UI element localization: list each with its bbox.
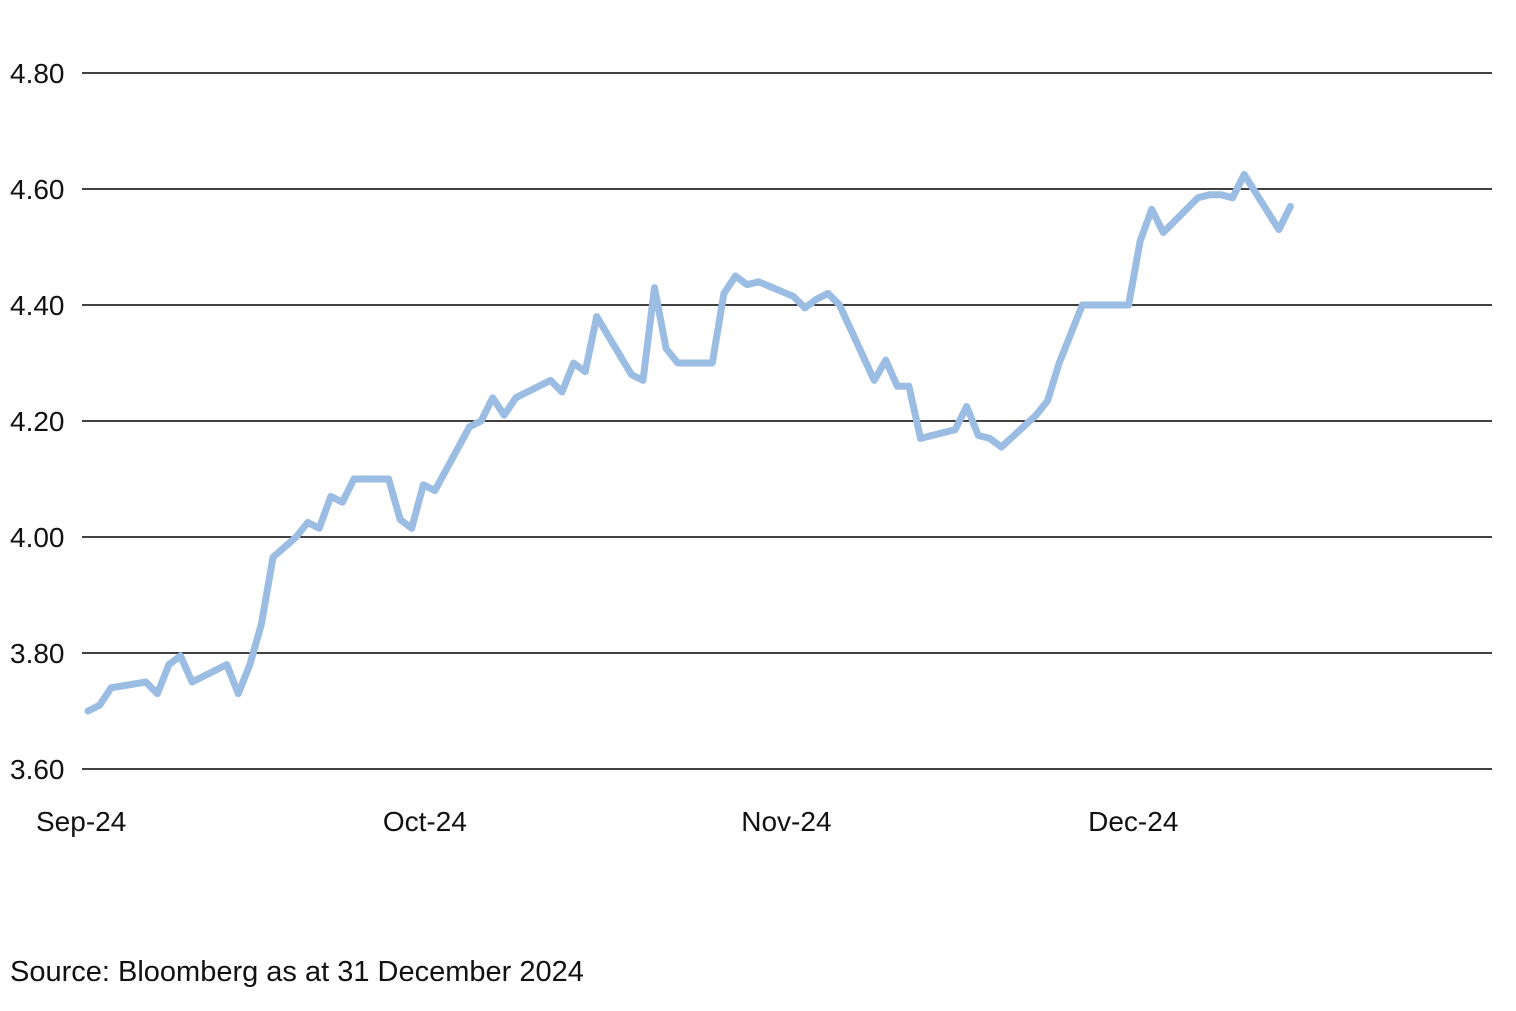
y-tick-label: 4.80: [10, 58, 65, 89]
series-line: [84, 171, 1294, 715]
y-tick-label: 4.00: [10, 522, 65, 553]
x-tick-label: Dec-24: [1088, 806, 1178, 837]
x-axis-tick-labels: Sep-24 Oct-24 Nov-24 Dec-24: [36, 806, 1178, 837]
y-tick-label: 4.60: [10, 174, 65, 205]
gridlines: [82, 72, 1492, 770]
y-tick-label: 3.60: [10, 754, 65, 785]
y-tick-label: 4.40: [10, 290, 65, 321]
y-axis-tick-labels: 3.60 3.80 4.00 4.20 4.40 4.60 4.80: [10, 58, 65, 785]
y-tick-label: 4.20: [10, 406, 65, 437]
x-tick-label: Sep-24: [36, 806, 126, 837]
line-chart: 3.60 3.80 4.00 4.20 4.40 4.60 4.80 Sep-24 Oct-2…: [10, 58, 1492, 837]
x-tick-label: Oct-24: [383, 806, 467, 837]
x-tick-label: Nov-24: [741, 806, 831, 837]
chart-area: 3.60 3.80 4.00 4.20 4.40 4.60 4.80 Sep-24 Oct-2…: [10, 58, 1492, 837]
series-lines: [84, 171, 1294, 715]
y-tick-label: 3.80: [10, 638, 65, 669]
source-note: Source: Bloomberg as at 31 December 2024: [10, 956, 584, 988]
